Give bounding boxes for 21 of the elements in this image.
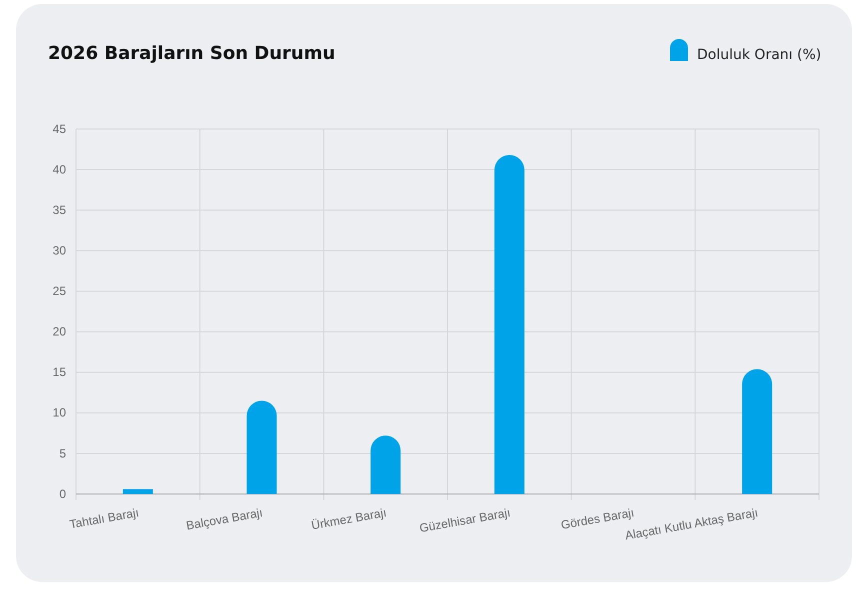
bar — [494, 154, 524, 494]
y-tick-label: 30 — [52, 244, 66, 258]
y-tick-label: 0 — [59, 486, 66, 501]
y-tick-label: 35 — [52, 202, 66, 217]
chart-title: 2026 Barajların Son Durumu — [48, 43, 336, 64]
x-tick-label: Güzelhisar Barajı — [418, 505, 512, 536]
x-tick-label: Balçova Barajı — [185, 505, 264, 533]
bar — [246, 400, 277, 494]
bar — [122, 489, 153, 494]
x-tick-label: Ürkmez Barajı — [310, 505, 388, 532]
y-tick-label: 45 — [52, 122, 66, 136]
y-tick-label: 20 — [52, 324, 66, 339]
bar — [370, 436, 401, 494]
y-tick-label: 25 — [52, 284, 66, 298]
y-tick-label: 10 — [52, 406, 66, 420]
bar — [742, 369, 772, 494]
x-tick-label: Tahtalı Barajı — [68, 505, 140, 532]
y-tick-label: 40 — [52, 162, 66, 176]
y-tick-label: 15 — [52, 365, 66, 380]
legend-label: Doluluk Oranı (%) — [697, 47, 822, 63]
y-tick-label: 5 — [59, 446, 66, 460]
